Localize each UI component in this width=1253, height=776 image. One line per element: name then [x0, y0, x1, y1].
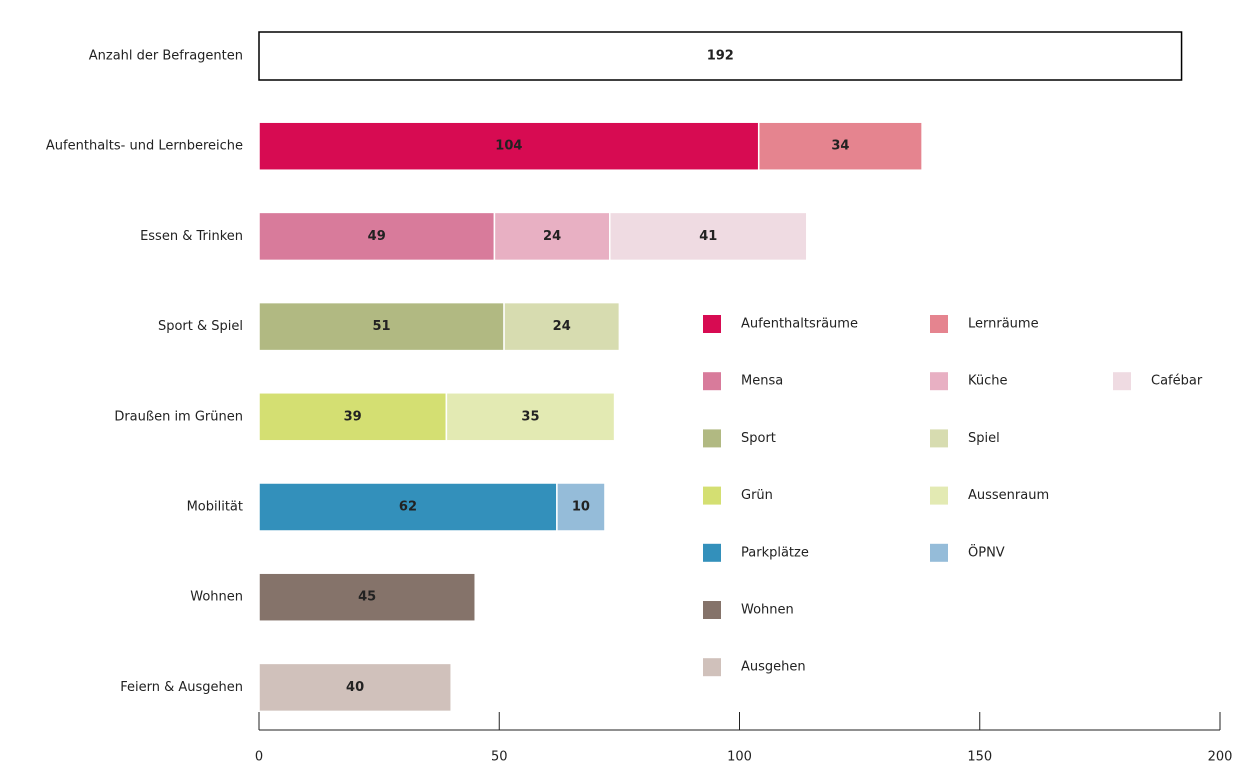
legend-swatch: [930, 543, 948, 562]
x-tick-label: 50: [491, 750, 508, 765]
legend-swatch: [930, 429, 948, 448]
category-label: Anzahl der Befragenten: [89, 49, 243, 64]
bar-segment: [258, 31, 1183, 81]
legend-label: Wohnen: [741, 603, 794, 618]
value-label: 45: [358, 590, 376, 605]
category-label: Sport & Spiel: [158, 319, 243, 334]
legend-swatch: [930, 486, 948, 505]
value-label: 39: [344, 409, 362, 424]
category-label: Draußen im Grünen: [114, 409, 243, 424]
legend-swatch: [703, 372, 721, 391]
category-label: Wohnen: [190, 590, 243, 605]
bar-segment: [258, 301, 505, 352]
bar-segment: [258, 662, 452, 713]
legend-swatch: [703, 486, 721, 505]
legend-swatch: [703, 315, 721, 333]
value-label: 35: [521, 409, 539, 424]
x-tick-label: 200: [1208, 750, 1233, 765]
legend-label: Mensa: [741, 374, 783, 389]
value-label: 51: [372, 319, 390, 334]
value-label: 24: [543, 229, 561, 244]
legend-label: Küche: [968, 374, 1008, 389]
value-label: 41: [699, 229, 717, 244]
value-label: 10: [572, 500, 590, 515]
legend-swatch: [930, 372, 948, 391]
legend-box: [691, 305, 1215, 690]
legend-swatch: [703, 543, 721, 562]
bar-segment: [258, 121, 760, 171]
value-label: 62: [399, 500, 417, 515]
bar-segment: [556, 482, 606, 532]
legend-label: Lernräume: [968, 317, 1039, 332]
legend-label: Aufenthaltsräume: [741, 317, 858, 332]
value-label: 104: [495, 139, 522, 154]
legend-swatch: [703, 601, 721, 619]
legend-label: Ausgehen: [741, 660, 806, 675]
category-label: Feiern & Ausgehen: [120, 680, 243, 695]
category-label: Aufenthalts- und Lernbereiche: [46, 139, 243, 154]
x-tick-label: 100: [727, 750, 752, 765]
legend-label: ÖPNV: [968, 543, 1005, 560]
legend-swatch: [1113, 372, 1131, 391]
value-label: 34: [831, 139, 849, 154]
category-label: Mobilität: [187, 500, 243, 515]
legend-label: Sport: [741, 431, 776, 446]
legend-label: Spiel: [968, 431, 1000, 446]
bar-segment: [757, 121, 923, 171]
bar-segment: [258, 572, 476, 622]
x-tick-label: 0: [255, 750, 263, 765]
bar-segment: [445, 392, 616, 442]
bar-segment: [258, 392, 448, 442]
legend-swatch: [930, 315, 948, 333]
value-label: 49: [368, 229, 386, 244]
legend-label: Aussenraum: [968, 488, 1049, 503]
legend-label: Cafébar: [1151, 374, 1203, 389]
bar-segment: [493, 211, 611, 262]
legend-label: Grün: [741, 488, 773, 503]
legend-swatch: [703, 658, 721, 677]
legend-label: Parkplätze: [741, 545, 809, 560]
legend-swatch: [703, 429, 721, 448]
bar-segment: [609, 211, 808, 262]
bar-segment: [503, 301, 621, 352]
x-tick-label: 150: [967, 750, 992, 765]
value-label: 40: [346, 680, 364, 695]
category-label: Essen & Trinken: [140, 229, 243, 244]
value-label: 24: [553, 319, 571, 334]
value-label: 192: [707, 49, 734, 64]
